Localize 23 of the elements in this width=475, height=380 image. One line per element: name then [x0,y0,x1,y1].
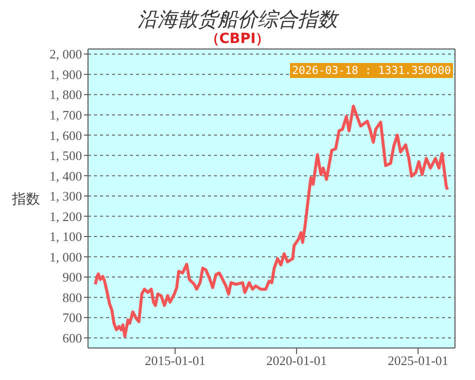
y-tick-label: 1, 100 [50,229,82,244]
y-tick-label: 1, 900 [50,66,82,82]
y-tick-label: 700 [62,310,82,326]
annotation: 2026-03-18 : 1331.350000 [290,63,453,78]
x-tick-label: 2015-01-01 [144,353,206,368]
y-tick-label: 1, 500 [50,148,82,164]
y-tick-label: 1, 600 [50,128,82,143]
y-axis-title: 指数 [11,191,40,208]
y-tick-label: 800 [62,290,82,305]
chart-subtitle: （CBPI） [204,30,271,48]
y-tick-label: 1, 000 [50,249,82,264]
x-tick-label: 2020-01-01 [266,353,327,368]
y-tick-label: 600 [62,330,82,346]
chart-title: 沿海散货船价综合指数 [136,7,340,31]
line-series [94,104,449,338]
y-tick-label: 1, 300 [50,188,82,204]
y-tick-label: 2, 000 [50,46,82,62]
y-tick-label: 1, 200 [50,208,82,224]
y-tick-label: 1, 400 [50,168,82,184]
y-tick-label: 1, 800 [50,87,82,102]
y-tick-label: 900 [62,270,82,285]
x-tick-label: 2025-01-01 [388,353,448,368]
y-tick-label: 1, 700 [50,107,82,122]
